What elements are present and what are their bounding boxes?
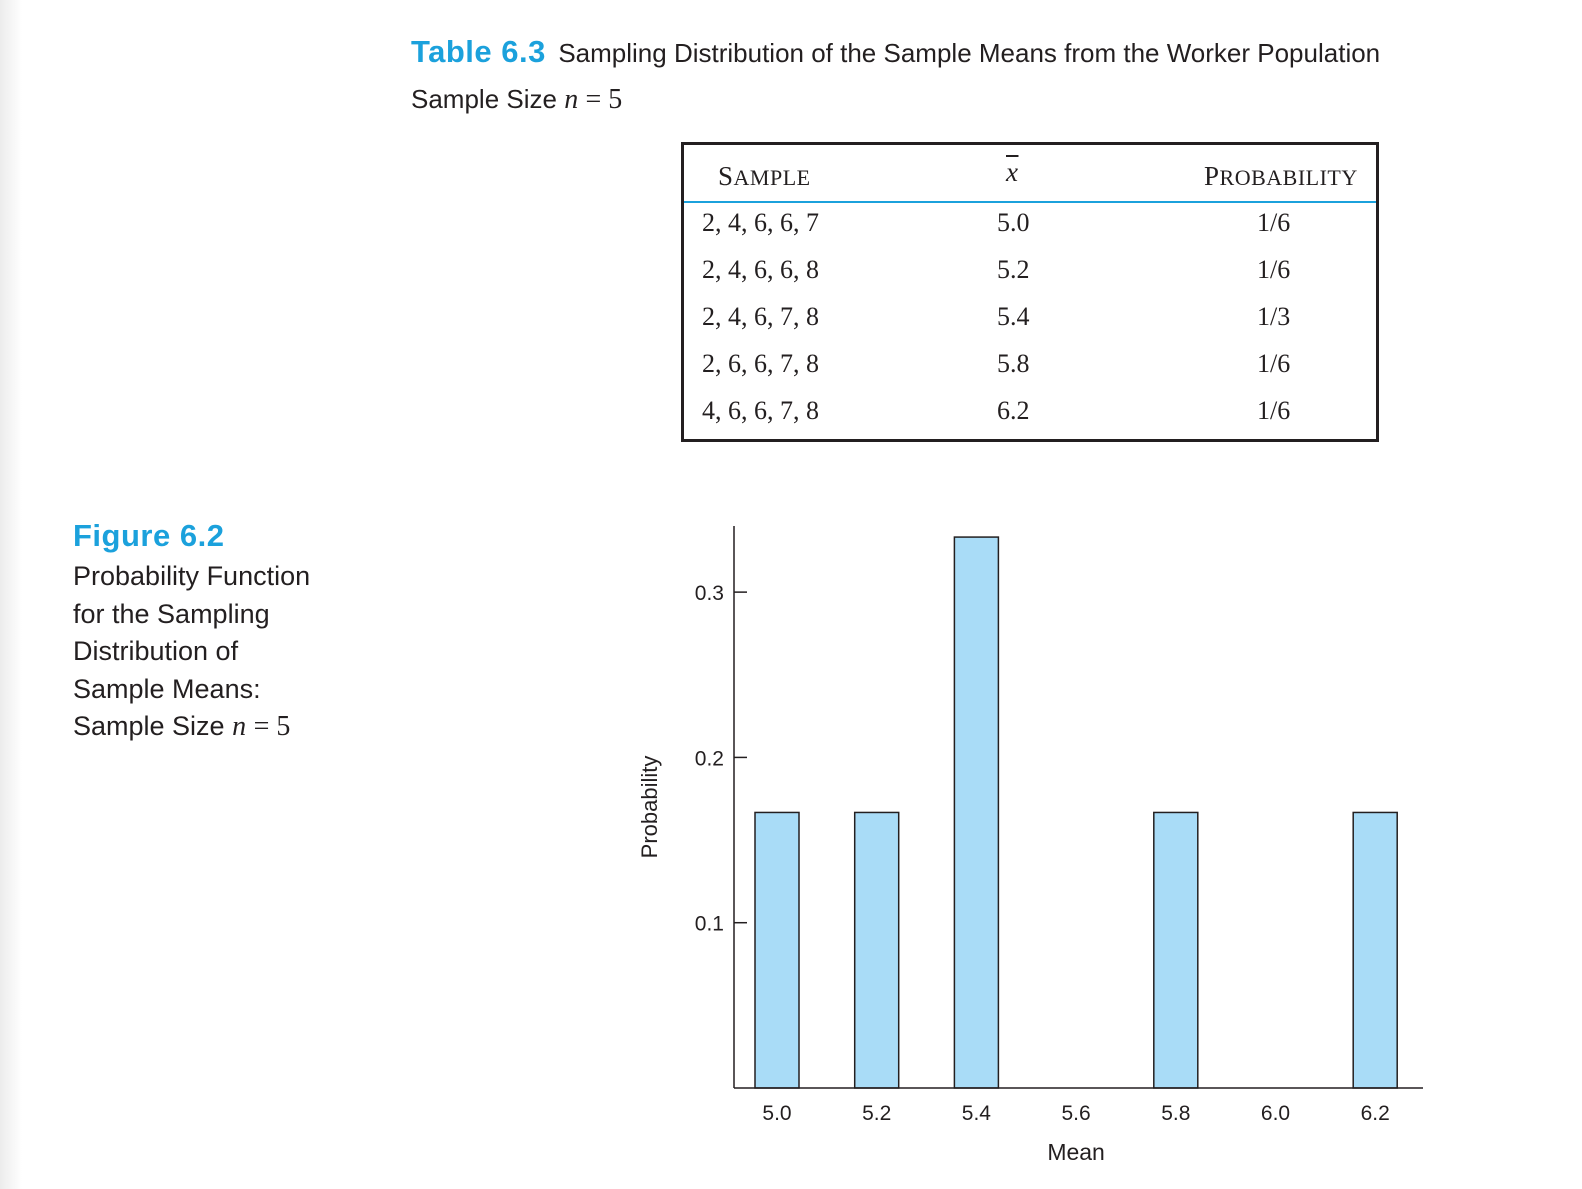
table-cell-probability: 1/6 <box>1257 396 1291 425</box>
page-edge-shadow <box>0 0 22 1189</box>
x-tick-label: 5.8 <box>1161 1102 1190 1125</box>
figure-caption-line: Distribution of <box>73 636 239 666</box>
y-tick-group: 0.1 0.2 0.3 <box>695 582 747 936</box>
figure-caption-eq: = 5 <box>253 711 291 742</box>
table-cell-sample: 2, 4, 6, 6, 7 <box>702 208 819 237</box>
y-tick-label: 0.1 <box>695 913 724 936</box>
table-subtitle-prefix: Sample Size <box>411 84 557 114</box>
x-tick-group: 5.0 5.2 5.4 5.6 5.8 6.0 6.2 <box>762 1102 1389 1125</box>
x-axis-label: Mean <box>1047 1139 1105 1165</box>
table-cell-probability: 1/6 <box>1257 255 1291 284</box>
table-cell-xbar: 5.0 <box>997 208 1030 237</box>
sampling-distribution-table: SAMPLE x PROBABILITY 2, 4, 6, 6, 7 5.0 1… <box>681 142 1379 442</box>
figure-caption-prefix: Sample Size <box>73 711 225 741</box>
column-header-sample-initial: S <box>718 161 734 191</box>
table-caption: Table 6.3 Sampling Distribution of the S… <box>411 34 1380 70</box>
column-header-probability-rest: ROBABILITY <box>1219 165 1358 190</box>
x-tick-label: 6.0 <box>1261 1102 1290 1125</box>
table-cell-sample: 2, 4, 6, 6, 8 <box>702 255 819 284</box>
x-tick-label: 5.0 <box>762 1102 791 1125</box>
figure-caption-line: Sample Means: <box>73 673 261 704</box>
figure-caption-var: n <box>232 711 247 742</box>
figure-caption-line-last: Sample Size n = 5 <box>73 708 403 746</box>
table-cell-sample: 2, 6, 6, 7, 8 <box>702 349 819 378</box>
table-cell-xbar: 5.8 <box>997 349 1030 378</box>
table-subtitle-eq: = 5 <box>585 84 623 115</box>
table-subtitle: Sample Size n = 5 <box>411 84 622 116</box>
table-cell-xbar: 5.2 <box>997 255 1030 284</box>
table-cell-probability: 1/6 <box>1257 208 1291 237</box>
figure-label: Figure 6.2 <box>73 518 225 553</box>
figure-caption-line: for the Sampling <box>73 598 270 629</box>
table-subtitle-var: n <box>564 84 579 115</box>
column-header-xbar-symbol: x <box>1006 157 1019 187</box>
table-cell-probability: 1/6 <box>1257 349 1291 378</box>
table-cell-xbar: 6.2 <box>997 396 1030 425</box>
bar-group <box>754 536 1398 1089</box>
y-axis-label: Probability <box>637 756 662 859</box>
x-tick-label: 5.4 <box>962 1102 992 1125</box>
x-tick-label: 5.6 <box>1061 1102 1090 1125</box>
y-tick-label: 0.2 <box>695 747 724 770</box>
column-header-probability-initial: P <box>1204 161 1220 191</box>
column-header-probability: PROBABILITY <box>1204 161 1358 192</box>
table-title: Sampling Distribution of the Sample Mean… <box>558 38 1381 68</box>
table-cell-sample: 2, 4, 6, 7, 8 <box>702 302 819 331</box>
bar <box>853 811 900 1089</box>
column-header-sample: SAMPLE <box>718 161 811 192</box>
table-label: Table 6.3 <box>411 34 546 69</box>
column-header-xbar: x <box>1006 157 1018 188</box>
bar <box>1153 811 1199 1089</box>
table-cell-sample: 4, 6, 6, 7, 8 <box>702 396 819 425</box>
figure-caption: Figure 6.2 Probability Function for the … <box>73 518 403 746</box>
column-header-sample-rest: AMPLE <box>733 165 811 190</box>
bar <box>754 811 800 1089</box>
header-rule <box>684 201 1376 203</box>
y-tick-label: 0.3 <box>695 582 724 605</box>
x-tick-label: 5.2 <box>862 1102 891 1125</box>
figure-caption-line: Probability Function <box>73 561 311 591</box>
bar <box>1352 811 1398 1089</box>
bar <box>953 536 1000 1089</box>
table-cell-xbar: 5.4 <box>997 302 1030 331</box>
table-cell-probability: 1/3 <box>1257 302 1291 331</box>
x-tick-label: 6.2 <box>1361 1102 1390 1125</box>
